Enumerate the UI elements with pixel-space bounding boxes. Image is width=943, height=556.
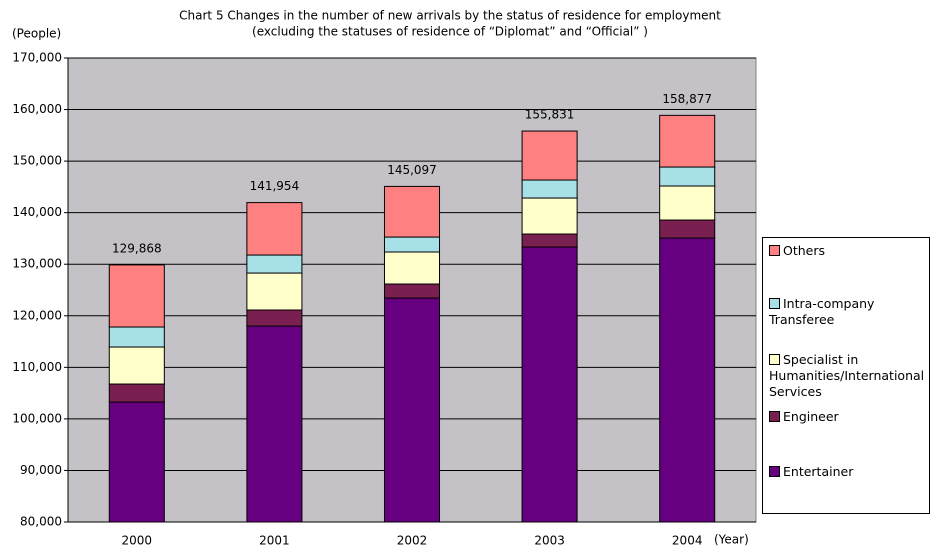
bar-segment bbox=[521, 179, 578, 199]
legend-item: Engineer bbox=[769, 409, 929, 425]
bar-segment bbox=[521, 246, 578, 523]
bar-segment bbox=[246, 325, 303, 523]
y-tick-label: 170,000 bbox=[12, 51, 62, 65]
y-tick-label: 80,000 bbox=[20, 515, 62, 529]
legend-label: Others bbox=[783, 243, 826, 258]
y-tick-label: 90,000 bbox=[20, 463, 62, 477]
bar-segment bbox=[383, 251, 441, 285]
legend-label: Specialist in Humanities/International S… bbox=[769, 352, 925, 399]
legend: Others Intra-company Transferee Specialist… bbox=[762, 237, 930, 514]
legend-item: Others bbox=[769, 243, 929, 259]
x-tick-label: 2004 bbox=[672, 534, 703, 548]
x-tick-label: 2000 bbox=[122, 534, 153, 548]
legend-swatch bbox=[769, 411, 780, 422]
bar-segment bbox=[108, 264, 165, 328]
bar-segment bbox=[659, 219, 716, 239]
legend-swatch bbox=[769, 298, 780, 309]
y-tick-label: 140,000 bbox=[12, 205, 62, 219]
legend-swatch bbox=[769, 245, 780, 256]
legend-item: Entertainer bbox=[769, 464, 929, 480]
chart-title: Chart 5 Changes in the number of new arr… bbox=[179, 9, 721, 23]
bar-segment bbox=[108, 401, 165, 523]
x-axis-label: (Year) bbox=[714, 533, 749, 547]
y-tick-label: 100,000 bbox=[12, 411, 62, 425]
bar-segment bbox=[246, 254, 303, 274]
bar-segment bbox=[383, 283, 441, 299]
bar-segment bbox=[108, 326, 165, 348]
legend-swatch bbox=[769, 354, 780, 365]
legend-item: Intra-company Transferee bbox=[769, 296, 929, 328]
x-tick-label: 2002 bbox=[397, 534, 428, 548]
bar-segment bbox=[659, 166, 716, 187]
bar-segment bbox=[246, 272, 303, 311]
y-tick-label: 130,000 bbox=[12, 257, 62, 271]
bar-segment bbox=[659, 237, 716, 523]
bar-segment bbox=[521, 197, 578, 235]
bar-segment bbox=[659, 114, 716, 168]
legend-label: Intra-company Transferee bbox=[769, 296, 875, 327]
total-label: 141,954 bbox=[250, 179, 300, 193]
legend-label: Engineer bbox=[783, 409, 839, 424]
total-label: 129,868 bbox=[112, 241, 162, 255]
bar-segment bbox=[383, 297, 441, 523]
bar-segment bbox=[383, 185, 441, 238]
y-tick-label: 150,000 bbox=[12, 154, 62, 168]
bar-segment bbox=[246, 202, 303, 256]
total-label: 145,097 bbox=[387, 163, 437, 177]
bar-segment bbox=[108, 383, 165, 403]
total-label: 155,831 bbox=[525, 108, 575, 122]
bar-segment bbox=[383, 236, 441, 253]
legend-label: Entertainer bbox=[783, 464, 854, 479]
x-tick-label: 2001 bbox=[259, 534, 290, 548]
bar-segment bbox=[246, 309, 303, 327]
y-tick-label: 160,000 bbox=[12, 102, 62, 116]
bar-segment bbox=[521, 130, 578, 181]
y-tick-label: 110,000 bbox=[12, 360, 62, 374]
bar-segment bbox=[659, 185, 716, 221]
chart-subtitle: (excluding the statuses of residence of … bbox=[252, 25, 648, 39]
bar-segment bbox=[108, 346, 165, 385]
bar-segment bbox=[521, 233, 578, 248]
legend-swatch bbox=[769, 466, 780, 477]
x-tick-label: 2003 bbox=[534, 534, 565, 548]
y-axis-label: (People) bbox=[12, 27, 61, 41]
legend-item: Specialist in Humanities/International S… bbox=[769, 352, 929, 400]
total-label: 158,877 bbox=[662, 92, 712, 106]
y-tick-label: 120,000 bbox=[12, 308, 62, 322]
